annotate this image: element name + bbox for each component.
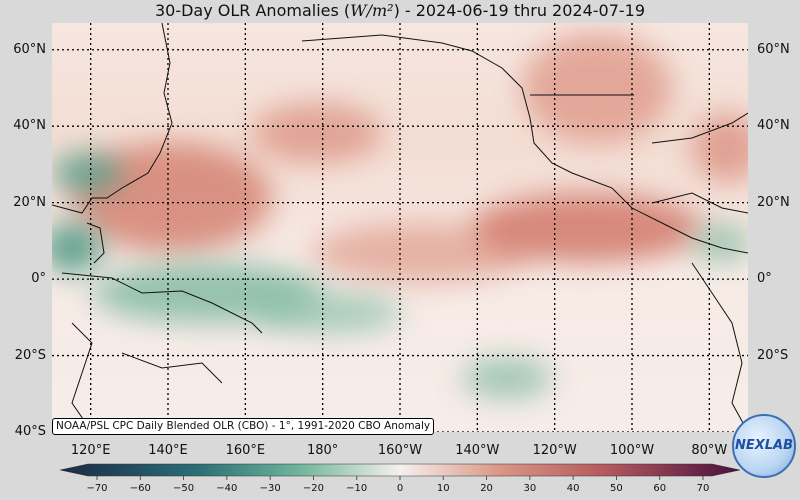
longitude-label: 140°E xyxy=(148,443,188,458)
positive-anomaly-region xyxy=(472,193,702,263)
colorbar-tick-label: 50 xyxy=(610,483,623,494)
latitude-label: 20°N xyxy=(757,194,790,210)
positive-anomaly-region xyxy=(252,103,382,163)
colorbar-tick-label: 10 xyxy=(436,483,450,494)
colorbar xyxy=(60,463,740,480)
longitude-label: 100°W xyxy=(609,443,655,458)
map-overlay xyxy=(52,23,748,432)
longitude-label: 180° xyxy=(306,443,339,458)
colorbar-tick-label: −10 xyxy=(346,483,368,494)
colorbar-tick-label: −70 xyxy=(86,483,108,494)
negative-anomaly-region xyxy=(52,223,102,273)
colorbar-tick-label: 70 xyxy=(696,483,710,494)
latitude-label: 0° xyxy=(757,271,772,287)
latitude-label: 20°S xyxy=(14,347,46,363)
negative-anomaly-region xyxy=(52,153,122,193)
colorbar-tick-label: 20 xyxy=(480,483,493,494)
latitude-label: 60°N xyxy=(757,41,790,57)
longitude-label: 120°W xyxy=(532,443,577,458)
nexlab-logo: NEXLAB xyxy=(732,414,796,478)
latitude-label: 0° xyxy=(31,271,46,287)
latitude-label: 60°N xyxy=(13,41,46,57)
latitude-label: 20°S xyxy=(757,347,789,363)
graticule xyxy=(52,23,748,432)
unit-label: W/m² xyxy=(350,1,394,20)
longitude-label: 140°W xyxy=(455,443,500,458)
colorbar-tick-label: −20 xyxy=(302,483,324,494)
latitude-label: 40°N xyxy=(13,118,46,134)
longitude-label: 120°E xyxy=(70,443,111,458)
colorbar-tick-label: 40 xyxy=(566,483,580,494)
positive-anomaly-region xyxy=(692,113,748,183)
colorbar-tick-label: 30 xyxy=(523,483,537,494)
latitude-label: 40°S xyxy=(14,424,46,439)
latitude-label: 20°N xyxy=(13,194,46,210)
colorbar-tick-label: −50 xyxy=(173,483,195,494)
latitude-label: 40°N xyxy=(757,118,790,134)
negative-anomaly-region xyxy=(252,293,402,333)
colorbar-tick-label: 60 xyxy=(653,483,667,494)
olr-anomaly-map xyxy=(52,23,748,432)
data-source-credit: NOAA/PSL CPC Daily Blended OLR (CBO) - 1… xyxy=(52,418,435,435)
colorbar-tick-label: −60 xyxy=(129,483,151,494)
map-title: 30-Day OLR Anomalies (W/m²) - 2024-06-19… xyxy=(154,1,646,20)
colorbar-scale xyxy=(60,463,740,477)
longitude-label: 80°W xyxy=(691,443,728,458)
colorbar-tick-label: −40 xyxy=(216,483,238,494)
longitude-label: 160°E xyxy=(225,443,266,458)
positive-anomaly-region xyxy=(522,33,672,143)
negative-anomaly-region xyxy=(692,223,748,263)
colorbar-tick-label: 0 xyxy=(396,483,404,494)
colorbar-tick-label: −30 xyxy=(259,483,281,494)
longitude-label: 160°W xyxy=(377,443,423,458)
